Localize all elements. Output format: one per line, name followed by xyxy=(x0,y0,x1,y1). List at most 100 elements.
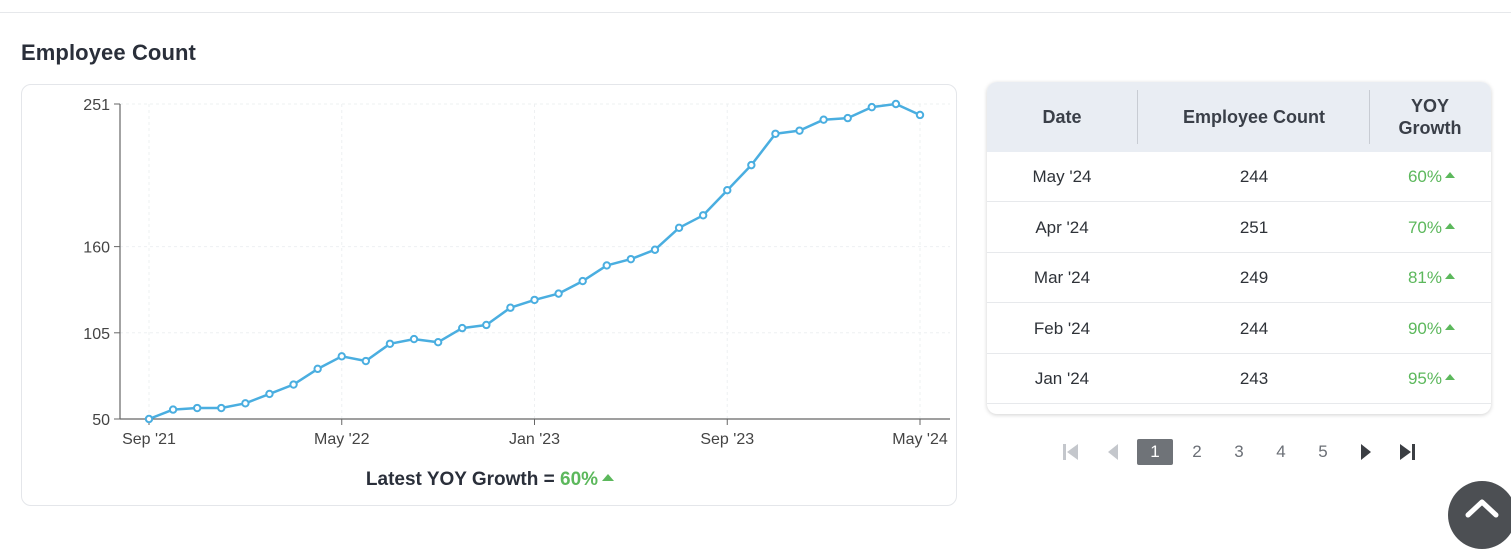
data-point xyxy=(602,261,611,270)
employee-count-chart: 251 160 105 50 Sep '21 May '22 Jan '23 Sep '23… xyxy=(83,97,950,448)
y-tick-labels: 251 160 105 50 xyxy=(83,97,110,429)
chart-grid xyxy=(120,103,950,420)
yoy-growth-value: 60% xyxy=(1407,167,1442,186)
data-point xyxy=(217,403,226,413)
data-point xyxy=(795,126,804,135)
page-button-5[interactable]: 5 xyxy=(1318,442,1328,461)
data-point xyxy=(698,211,708,220)
prev-page-icon xyxy=(1108,444,1118,460)
table-header: Date Employee Count YOY Growth xyxy=(987,82,1491,152)
trend-up-icon xyxy=(1445,172,1455,178)
page-button-1[interactable]: 1 xyxy=(1137,439,1173,465)
data-point xyxy=(168,405,178,414)
last-page-button[interactable] xyxy=(1396,439,1418,465)
trend-up-icon xyxy=(1445,323,1455,330)
trend-up-icon xyxy=(1445,273,1455,279)
table-row: Mar '24 249 81% xyxy=(987,253,1491,303)
data-point xyxy=(458,323,467,333)
data-point xyxy=(891,99,901,109)
latest-yoy-value: 60% xyxy=(560,469,599,490)
column-header-employee-count[interactable]: Employee Count xyxy=(1182,107,1325,127)
x-tick-label: May '22 xyxy=(314,431,370,448)
employee-count-cell: 244 xyxy=(1239,318,1269,338)
date-cell: Jan '24 xyxy=(1034,369,1090,388)
y-tick-label: 50 xyxy=(92,412,110,429)
x-tick-label: Sep '21 xyxy=(122,431,176,448)
trend-up-icon xyxy=(602,474,615,482)
data-point xyxy=(819,115,828,124)
data-point xyxy=(192,403,202,413)
data-point xyxy=(506,303,515,312)
employee-count-cell: 243 xyxy=(1239,369,1269,388)
prev-page-button[interactable] xyxy=(1102,439,1124,465)
yoy-growth-value: 70% xyxy=(1407,217,1442,237)
next-page-icon xyxy=(1361,444,1371,460)
employee-count-points xyxy=(144,99,925,424)
data-point xyxy=(289,380,298,389)
x-tick-label: Sep '23 xyxy=(700,431,754,448)
next-page-button[interactable] xyxy=(1355,439,1377,465)
data-point xyxy=(241,399,250,408)
data-point xyxy=(915,110,925,120)
data-point xyxy=(723,185,732,195)
x-tick-labels: Sep '21 May '22 Jan '23 Sep '23 May '24 xyxy=(122,431,948,448)
data-point xyxy=(409,334,419,344)
table-row: Apr '24 251 70% xyxy=(987,203,1491,253)
data-point xyxy=(482,320,491,330)
first-page-button[interactable] xyxy=(1060,439,1082,465)
page-button-4[interactable]: 4 xyxy=(1276,442,1286,461)
employee-count-chart-card: 251 160 105 50 Sep '21 May '22 Jan '23 Sep '23… xyxy=(21,84,957,506)
data-point xyxy=(626,254,636,264)
yoy-growth-cell: 70% xyxy=(1370,203,1491,253)
x-tick-label: Jan '23 xyxy=(509,431,560,448)
data-point xyxy=(771,129,780,138)
first-page-icon xyxy=(1063,444,1078,460)
x-tick-label: May '24 xyxy=(892,431,948,448)
employee-count-cell: 249 xyxy=(1239,268,1269,287)
employee-count-table: Date Employee Count YOY Growth May '24 24… xyxy=(987,82,1491,414)
table-row: Jan '24 243 95% xyxy=(987,354,1491,404)
latest-yoy-label: Latest YOY Growth = xyxy=(365,469,555,490)
data-point xyxy=(578,276,587,286)
data-point xyxy=(530,295,539,305)
yoy-growth-value: 81% xyxy=(1407,268,1442,287)
employee-count-cell: 244 xyxy=(1239,167,1269,186)
date-cell: Mar '24 xyxy=(1033,268,1091,287)
trend-up-icon xyxy=(1445,374,1455,380)
section-title: Employee Count xyxy=(21,40,196,65)
y-tick-label: 105 xyxy=(83,326,110,343)
data-point xyxy=(265,389,274,399)
data-point xyxy=(674,223,684,233)
y-tick-label: 160 xyxy=(83,240,110,257)
data-point xyxy=(337,352,346,361)
data-point xyxy=(843,113,852,123)
data-point xyxy=(747,160,756,170)
date-cell: Apr '24 xyxy=(1035,217,1089,237)
table-row: Feb '24 244 90% xyxy=(987,304,1491,354)
yoy-growth-cell: 60% xyxy=(1370,152,1491,202)
column-divider xyxy=(1137,90,1138,144)
yoy-growth-cell: 81% xyxy=(1370,253,1491,303)
y-tick-label: 251 xyxy=(83,97,110,114)
column-header-yoy-growth[interactable]: YOY Growth xyxy=(1398,96,1462,138)
yoy-growth-value: 90% xyxy=(1407,318,1442,338)
last-page-icon xyxy=(1400,444,1415,460)
trend-up-icon xyxy=(1445,222,1455,229)
page-button-3[interactable]: 3 xyxy=(1234,442,1244,461)
scroll-to-top-icon xyxy=(1465,499,1499,518)
yoy-growth-cell: 95% xyxy=(1370,354,1491,404)
date-cell: May '24 xyxy=(1032,167,1092,186)
column-divider xyxy=(1369,90,1370,144)
page-button-2[interactable]: 2 xyxy=(1192,442,1202,461)
data-point xyxy=(361,356,371,366)
column-header-date[interactable]: Date xyxy=(1042,107,1082,127)
scroll-to-top-button[interactable] xyxy=(1448,481,1511,549)
employee-count-cell: 251 xyxy=(1239,217,1269,237)
latest-yoy-growth: Latest YOY Growth = 60% xyxy=(22,469,958,491)
top-divider xyxy=(0,12,1511,13)
yoy-growth-cell: 90% xyxy=(1370,304,1491,354)
data-point xyxy=(867,102,877,112)
data-point xyxy=(385,339,395,348)
data-point xyxy=(433,338,443,347)
data-point xyxy=(144,414,154,424)
